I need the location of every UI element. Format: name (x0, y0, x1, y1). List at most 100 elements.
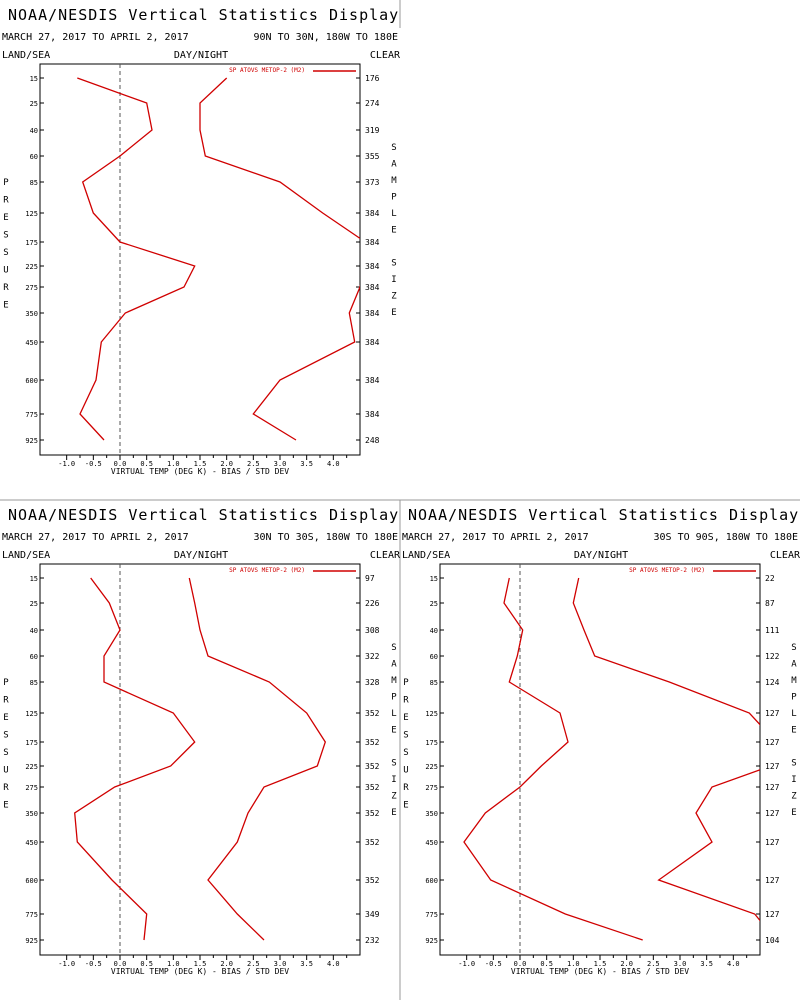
sample-size-axis-letter: E (391, 726, 396, 736)
sample-size-axis-letter: P (391, 693, 397, 703)
legend-label: SP ATOVS METOP-2 (M2) (229, 567, 305, 574)
x-tick-label: 2.5 (647, 960, 660, 968)
x-tick-label: 2.5 (247, 460, 260, 468)
sample-size-label: 87 (765, 599, 775, 608)
stats-panel-3: NOAA/NESDIS Vertical Statistics Display M… (402, 506, 800, 976)
pressure-axis-letter: S (3, 248, 8, 258)
sample-size-axis-letter: S (391, 759, 396, 769)
pressure-axis-letter: R (3, 196, 9, 206)
x-tick-label: 0.5 (140, 460, 153, 468)
x-tick-label: 1.5 (194, 460, 207, 468)
sample-size-label: 384 (365, 338, 380, 347)
pressure-axis-letter: S (3, 731, 8, 741)
sample-size-label: 352 (365, 876, 380, 885)
x-tick-label: 4.0 (327, 960, 340, 968)
x-tick-label: -1.0 (58, 960, 75, 968)
pressure-label: 775 (25, 411, 38, 419)
date-range: MARCH 27, 2017 TO APRIL 2, 2017 (2, 32, 189, 43)
sample-size-label: 127 (765, 762, 780, 771)
pressure-label: 775 (25, 911, 38, 919)
x-tick-label: 3.5 (700, 960, 713, 968)
std-dev-line (572, 577, 760, 922)
sample-size-label: 352 (365, 783, 380, 792)
pressure-axis-letter: E (3, 801, 8, 811)
x-tick-label: -0.5 (85, 460, 102, 468)
sample-size-axis-letter: A (791, 660, 797, 670)
pressure-label: 350 (425, 810, 438, 818)
sample-size-axis-letter: I (391, 775, 396, 785)
x-axis-label: VIRTUAL TEMP (DEG K) - BIAS / STD DEV (111, 467, 289, 476)
sample-size-axis-letter: I (791, 775, 796, 785)
sample-size-axis-letter: L (391, 209, 396, 219)
date-range: MARCH 27, 2017 TO APRIL 2, 2017 (2, 532, 189, 543)
pressure-label: 275 (425, 784, 438, 792)
sample-size-label: 127 (765, 876, 780, 885)
x-tick-label: 4.0 (727, 960, 740, 968)
pressure-label: 925 (25, 937, 38, 945)
panel-title: NOAA/NESDIS Vertical Statistics Display (8, 6, 399, 24)
pressure-axis-letter: E (3, 301, 8, 311)
clear-header: CLEAR (770, 550, 800, 561)
pressure-axis-letter: R (3, 783, 9, 793)
pressure-label: 350 (25, 810, 38, 818)
sample-size-axis-letter: S (391, 259, 396, 269)
sample-size-label: 232 (365, 936, 380, 945)
x-tick-label: 2.5 (247, 960, 260, 968)
pressure-label: 125 (425, 710, 438, 718)
pressure-axis-letter: P (3, 678, 9, 688)
sample-size-label: 352 (365, 762, 380, 771)
sample-size-label: 384 (365, 238, 380, 247)
pressure-label: 25 (30, 600, 38, 608)
pressure-axis-letter: E (403, 713, 408, 723)
pressure-axis-letter: S (3, 748, 8, 758)
sample-size-label: 226 (365, 599, 380, 608)
stats-panel-1: NOAA/NESDIS Vertical Statistics Display M… (2, 6, 401, 476)
pressure-label: 40 (430, 627, 438, 635)
pressure-label: 15 (430, 575, 438, 583)
sample-size-label: 384 (365, 376, 380, 385)
sample-size-label: 127 (765, 709, 780, 718)
plot-frame (39, 563, 361, 956)
pressure-label: 350 (25, 310, 38, 318)
sample-size-axis-letter: E (391, 308, 396, 318)
pressure-label: 600 (25, 877, 38, 885)
sample-size-axis-letter: S (791, 643, 796, 653)
pressure-label: 85 (30, 179, 38, 187)
panel-title: NOAA/NESDIS Vertical Statistics Display (8, 506, 399, 524)
sample-size-label: 127 (765, 910, 780, 919)
sample-size-axis-letter: Z (391, 792, 397, 802)
region-label: 30S TO 90S, 180W TO 180E (654, 532, 799, 543)
bias-line (74, 577, 196, 941)
sample-size-label: 384 (365, 262, 380, 271)
sample-size-axis-letter: P (791, 693, 797, 703)
x-tick-label: 0.5 (140, 960, 153, 968)
sample-size-label: 308 (365, 626, 380, 635)
std-dev-line (188, 577, 327, 941)
pressure-label: 15 (30, 75, 38, 83)
std-dev-line (199, 77, 360, 441)
pressure-axis-letter: S (403, 731, 408, 741)
x-tick-label: 0.0 (114, 460, 127, 468)
sample-size-axis-letter: S (391, 143, 396, 153)
sample-size-label: 349 (365, 910, 380, 919)
pressure-label: 450 (25, 339, 38, 347)
pressure-label: 600 (425, 877, 438, 885)
sample-size-axis-letter: P (391, 193, 397, 203)
pressure-axis-letter: R (3, 283, 9, 293)
sample-size-label: 384 (365, 209, 380, 218)
bias-line (463, 577, 643, 941)
sample-size-label: 127 (765, 783, 780, 792)
sample-size-axis-letter: E (391, 226, 396, 236)
x-tick-label: 2.0 (620, 960, 633, 968)
region-label: 90N TO 30N, 180W TO 180E (254, 32, 399, 43)
panel-title: NOAA/NESDIS Vertical Statistics Display (408, 506, 799, 524)
pressure-label: 450 (425, 839, 438, 847)
x-tick-label: 1.0 (167, 460, 180, 468)
sample-size-label: 111 (765, 626, 780, 635)
legend-label: SP ATOVS METOP-2 (M2) (229, 67, 305, 74)
sample-size-label: 124 (765, 678, 780, 687)
x-tick-label: 0.5 (540, 960, 553, 968)
pressure-axis-letter: U (3, 766, 8, 776)
sample-size-label: 127 (765, 738, 780, 747)
